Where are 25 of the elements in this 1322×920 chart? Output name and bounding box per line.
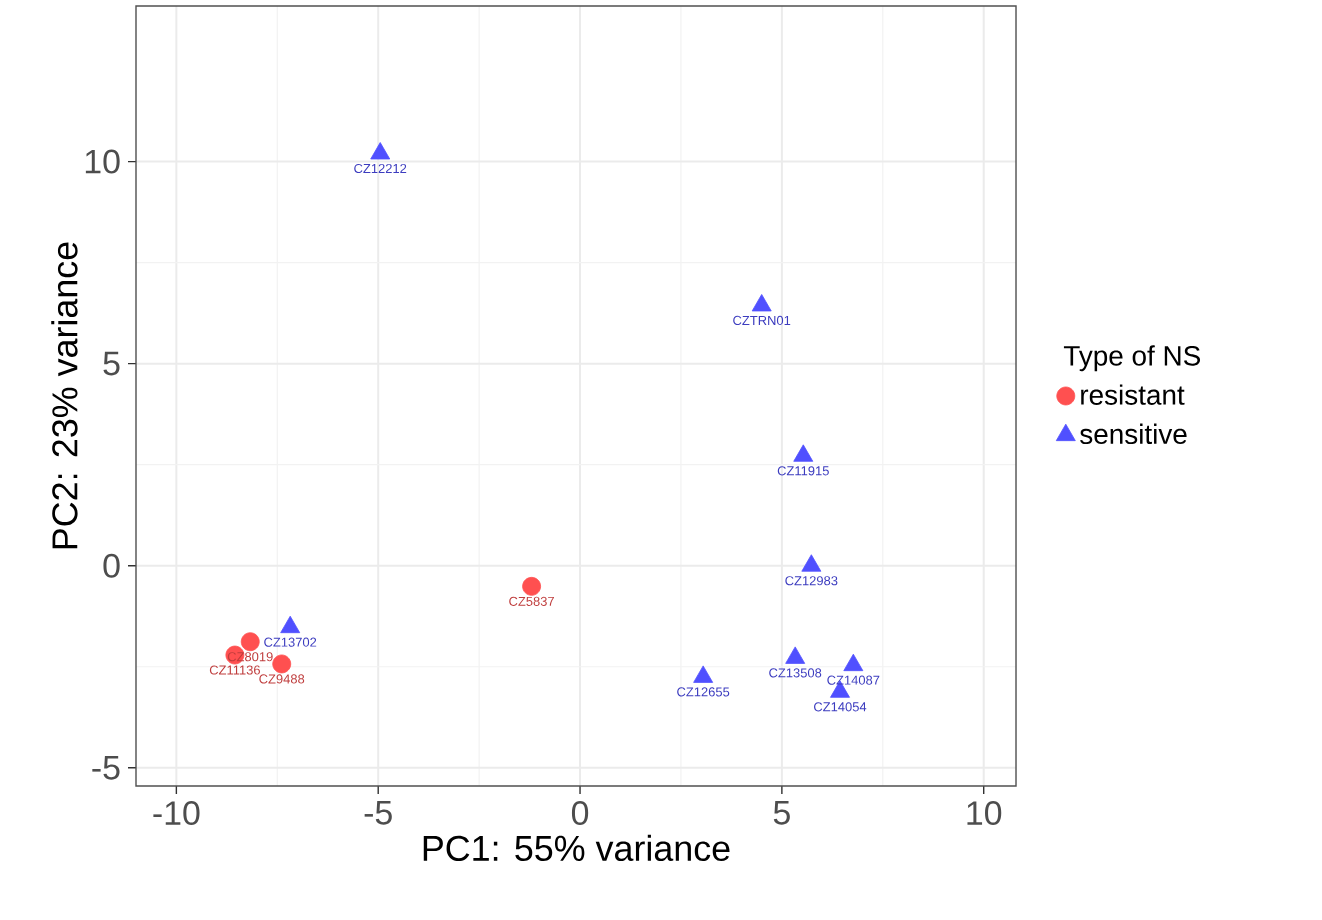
x-axis-title: PC1: 55% variance: [423, 834, 730, 862]
y-axis-title: PC2: 23% variance: [51, 242, 78, 549]
point: [843, 653, 864, 672]
point: [751, 294, 772, 312]
point: [272, 654, 292, 674]
x-tick-label: 10: [967, 801, 1002, 826]
legend-title: Type of NS: [1063, 345, 1201, 372]
y-tick-label: -5: [92, 755, 120, 780]
legend-label: resistant: [1081, 384, 1185, 405]
legend-label: sensitive: [1080, 423, 1187, 445]
x-tick-label: 5: [773, 801, 790, 825]
point: [801, 554, 822, 572]
x-tick-label: 0: [571, 801, 589, 826]
point: [280, 615, 301, 634]
point: [370, 142, 391, 160]
y-tick-label: 10: [85, 149, 120, 174]
y-tick-label: 5: [103, 351, 120, 376]
x-tick-label: -5: [364, 801, 392, 825]
point: [693, 665, 714, 683]
x-tick-label: -10: [153, 801, 200, 826]
y-tick-label: 0: [103, 553, 120, 578]
point: [522, 576, 541, 596]
point: [793, 444, 814, 462]
point: [240, 632, 260, 652]
point: [785, 646, 806, 664]
